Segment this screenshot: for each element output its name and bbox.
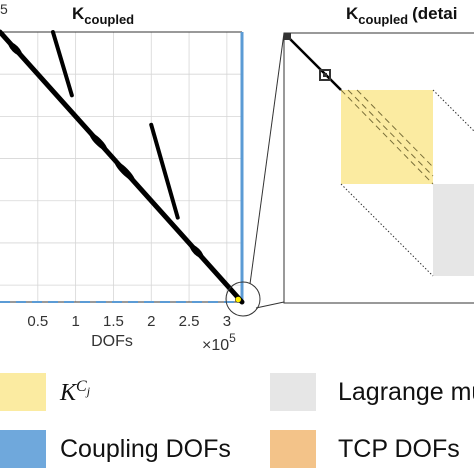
zoom-connector-bottom [255, 301, 285, 309]
grid [0, 32, 242, 302]
sparsity-band-2 [50, 30, 74, 98]
x-tick-label: 1 [71, 313, 79, 330]
x-tick-label: 3 [223, 313, 231, 330]
detail-diagonal [284, 33, 342, 91]
legend-swatch-lagrange [270, 373, 316, 411]
kcj-diagonal-2 [347, 89, 434, 177]
detail-block-3 [323, 73, 327, 77]
y-multiplier: 5 [0, 1, 8, 17]
right-title: Kcoupled (detai [346, 4, 457, 27]
zoom-circle [225, 281, 261, 317]
legend-item-coupling: Coupling DOFs [0, 430, 231, 468]
x-axis-label: DOFs [91, 333, 133, 350]
x-tick-label: 0.5 [27, 313, 48, 330]
legend-label-tcp: TCP DOFs [338, 434, 460, 463]
kcj-diagonal-1 [340, 89, 434, 185]
sparsity-series [0, 29, 245, 305]
legend-swatch-coupling [0, 430, 46, 468]
sparsity-blob-1 [8, 42, 22, 56]
sparsity-blob-2 [89, 132, 108, 151]
legend-swatch-tcp [270, 430, 316, 468]
x-multiplier: ×105 [202, 331, 236, 350]
zoom-connector-top [249, 32, 285, 285]
x-ticks: 0.5 1 1.5 2 2.5 3 [27, 313, 231, 330]
figure: Kcoupled 5 0.5 1 1.5 2 2.5 3 DOFs ×105 Kcoupl… [0, 1, 474, 350]
detail-block-1 [284, 33, 291, 40]
x-tick-label: 1.5 [103, 313, 124, 330]
left-plot: 0.5 1 1.5 2 2.5 3 [0, 29, 261, 330]
legend-item-kcj: KCj [0, 373, 90, 411]
legend-label-lagrange: Lagrange mul [338, 377, 474, 406]
sparsity-blob-4 [189, 244, 204, 259]
lagrange-block [433, 184, 474, 276]
legend-swatch-kcj [0, 373, 46, 411]
detail-dotted-diagonal-2 [432, 89, 474, 132]
x-tick-label: 2.5 [179, 313, 200, 330]
left-title: Kcoupled [72, 4, 134, 27]
highlight-point [234, 296, 242, 303]
legend-label-kcj: KCj [60, 377, 91, 406]
sparsity-blob-3 [114, 161, 135, 182]
detail-dotted-diagonal-1 [340, 183, 434, 277]
detail-block-2 [319, 69, 331, 81]
kcj-diagonal-3 [356, 89, 434, 168]
x-tick-label: 2 [147, 313, 155, 330]
legend-item-tcp: TCP DOFs [270, 430, 460, 468]
right-plot [283, 32, 474, 304]
legend-item-lagrange: Lagrange mul [270, 373, 474, 411]
legend-label-coupling: Coupling DOFs [60, 434, 231, 463]
sparsity-band-3 [149, 122, 180, 220]
